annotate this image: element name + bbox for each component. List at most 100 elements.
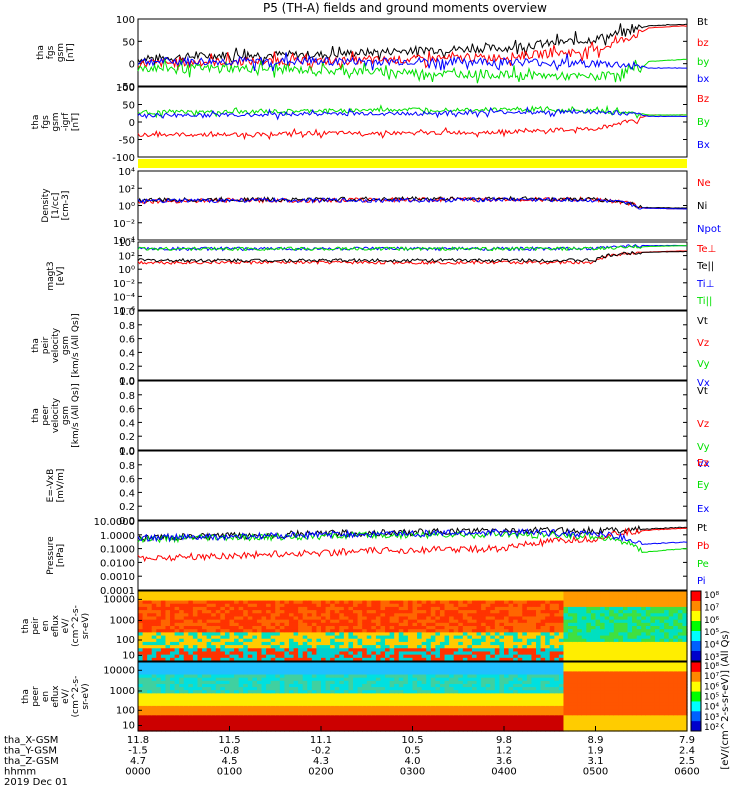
spectrogram-cell [563, 657, 569, 662]
spectrogram-cell [174, 699, 180, 704]
spectrogram-cell [572, 665, 578, 669]
series-line-red [137, 25, 688, 72]
spectrogram-cell [385, 705, 391, 710]
spectrogram-cell [229, 648, 235, 653]
spectrogram-cell [513, 718, 519, 723]
spectrogram-cell [417, 635, 423, 640]
spectrogram-cell [151, 610, 157, 614]
spectrogram-cell [650, 648, 656, 653]
spectrogram-cell [394, 613, 400, 618]
spectrogram-cell [252, 671, 258, 676]
spectrogram-cell [417, 690, 423, 694]
spectrogram-cell [426, 613, 432, 618]
spectrogram-cell [275, 668, 281, 673]
spectrogram-cell [609, 591, 615, 595]
spectrogram-cell [417, 641, 423, 646]
spectrogram-cell [266, 687, 272, 691]
spectrogram-cell [467, 718, 473, 723]
spectrogram-cell [622, 626, 629, 630]
spectrogram-cell [430, 721, 436, 726]
spectrogram-cell [664, 645, 670, 649]
spectrogram-cell [682, 632, 688, 637]
spectrogram-cell [311, 635, 318, 640]
series-line-black [137, 250, 688, 263]
spectrogram-cell [279, 690, 285, 694]
spectrogram-cell [453, 648, 459, 653]
spectrogram-cell [334, 648, 340, 653]
spectrogram-cell [403, 712, 409, 716]
spectrogram-cell [471, 610, 478, 614]
spectrogram-cell [165, 724, 171, 729]
spectrogram-cell [202, 657, 208, 662]
spectrogram-cell [526, 603, 533, 608]
spectrogram-cell [439, 696, 446, 701]
spectrogram-cell [394, 715, 400, 720]
spectrogram-cell [618, 600, 624, 605]
spectrogram-cell [558, 687, 565, 691]
spectrogram-cell [330, 662, 336, 666]
spectrogram-cell [545, 712, 551, 716]
spectrogram-cell [632, 638, 638, 643]
spectrogram-cell [321, 671, 327, 676]
spectrogram-cell [421, 597, 427, 602]
spectrogram-cell [385, 680, 391, 685]
spectrogram-cell [632, 641, 638, 646]
spectrogram-cell [522, 603, 528, 608]
spectrogram-cell [677, 591, 684, 595]
y-tick-label: 0.8 [119, 391, 135, 402]
spectrogram-cell [444, 616, 450, 621]
spectrogram-cell [421, 600, 427, 605]
spectrogram-cell [357, 591, 363, 595]
spectrogram-cell [279, 680, 285, 685]
spectrogram-cell [371, 668, 377, 673]
spectrogram-cell [540, 727, 546, 732]
spectrogram-cell [252, 665, 258, 669]
spectrogram-cell [682, 629, 688, 633]
spectrogram-cell [485, 597, 491, 602]
spectrogram-cell [343, 641, 350, 646]
spectrogram-cell [407, 680, 414, 685]
spectrogram-cell [293, 626, 299, 630]
spectrogram-cell [215, 674, 221, 679]
spectrogram-cell [645, 591, 651, 595]
spectrogram-cell [220, 635, 226, 640]
spectrogram-cell [170, 645, 176, 649]
spectrogram-cell [453, 632, 459, 637]
spectrogram-cell [311, 721, 318, 726]
spectrogram-cell [600, 591, 606, 595]
spectrogram-cell [220, 687, 226, 691]
spectrogram-cell [586, 616, 592, 621]
spectrogram-cell [490, 674, 496, 679]
spectrogram-cell [504, 662, 510, 666]
spectrogram-cell [348, 680, 354, 685]
spectrogram-cell [508, 600, 514, 605]
spectrogram-cell [600, 626, 606, 630]
spectrogram-cell [261, 727, 267, 732]
spectrogram-cell [426, 693, 432, 698]
spectrogram-cell [307, 629, 313, 633]
spectrogram-cell [458, 687, 464, 691]
spectrogram-cell [170, 651, 176, 656]
spectrogram-cell [160, 606, 167, 611]
colorbar-tick-label: 10⁴ [704, 641, 719, 651]
spectrogram-cell [197, 654, 203, 659]
spectrogram-cell [288, 626, 295, 630]
spectrogram-cell [609, 629, 615, 633]
spectrogram-cell [147, 687, 153, 691]
spectrogram-cell [170, 727, 176, 732]
spectrogram-cell [481, 724, 487, 729]
spectrogram-cell [238, 727, 244, 732]
spectrogram-cell [654, 603, 661, 608]
spectrogram-cell [220, 705, 226, 710]
spectrogram-cell [522, 613, 528, 618]
spectrogram-cell [398, 690, 404, 694]
spectrogram-cell [526, 677, 533, 682]
spectrogram-cell [430, 632, 436, 637]
spectrogram-cell [220, 616, 226, 621]
spectrogram-cell [247, 626, 253, 630]
spectrogram-cell [485, 702, 491, 707]
spectrogram-cell [298, 718, 304, 723]
spectrogram-cell [311, 712, 318, 716]
y-axis-label: [km/s (All Qs)] [71, 313, 81, 377]
y-axis-label: [km/s (All Qs)] [71, 383, 81, 447]
